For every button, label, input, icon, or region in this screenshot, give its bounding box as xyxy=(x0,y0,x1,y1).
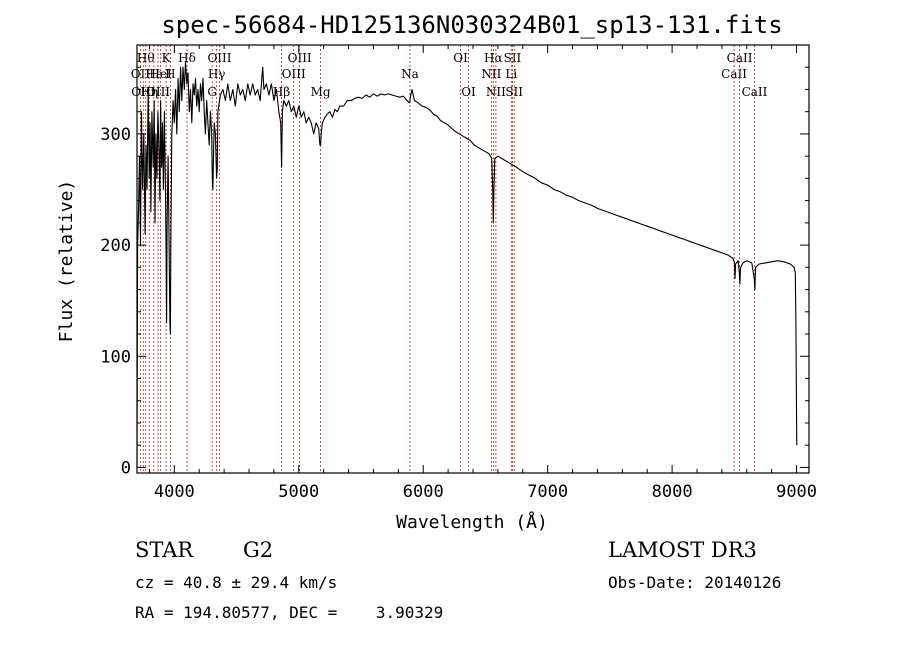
line-label: Hα xyxy=(484,51,503,65)
line-label: Hθ xyxy=(137,51,155,65)
line-label: CaII xyxy=(727,51,753,65)
x-tick-label: 8000 xyxy=(652,482,693,502)
line-label: Hδ xyxy=(178,51,196,65)
y-axis: 0 100 200 300 xyxy=(100,66,809,478)
x-axis-label: Wavelength (Å) xyxy=(396,511,548,533)
line-label: G xyxy=(207,85,217,99)
survey-name: LAMOST DR3 xyxy=(608,538,757,562)
line-label: CaII xyxy=(721,67,747,81)
line-label: K xyxy=(162,51,172,65)
spectral-subclass: G2 xyxy=(243,538,274,562)
series-group xyxy=(136,61,798,468)
plot-frame xyxy=(136,44,810,474)
x-tick-label: 9000 xyxy=(776,482,817,502)
y-tick-label: 100 xyxy=(100,347,131,367)
line-label: OIII xyxy=(207,51,231,65)
obs-date: Obs-Date: 20140126 xyxy=(608,573,782,592)
line-label: Hη xyxy=(140,85,158,99)
x-tick-label: 4000 xyxy=(154,482,195,502)
line-label: OIII xyxy=(282,67,306,81)
y-axis-label: Flux (relative) xyxy=(56,180,77,343)
y-tick-label: 0 xyxy=(121,458,131,478)
line-label: OIII xyxy=(146,85,170,99)
coordinates: RA = 194.80577, DEC = 3.90329 xyxy=(135,603,444,622)
object-type: STAR xyxy=(135,538,194,562)
chart-title: spec-56684-HD125136N030324B01_sp13-131.f… xyxy=(161,11,782,39)
line-label: SII xyxy=(505,85,523,99)
y-tick-label: 300 xyxy=(100,125,131,145)
line-label: Hγ xyxy=(208,67,226,81)
line-label: H xyxy=(165,67,175,81)
x-tick-label: 6000 xyxy=(403,482,444,502)
y-tick-label: 200 xyxy=(100,236,131,256)
line-label: Mg xyxy=(311,85,331,99)
redshift-cz: cz = 40.8 ± 29.4 km/s xyxy=(135,573,338,592)
line-label: OIII xyxy=(288,51,312,65)
line-label: NII xyxy=(481,67,501,81)
x-tick-label: 5000 xyxy=(278,482,319,502)
line-label: Na xyxy=(401,67,419,81)
line-label: SII xyxy=(504,51,522,65)
x-axis: 4000 5000 6000 7000 8000 9000 xyxy=(148,45,817,502)
line-markers: OIIOIIIHθHηHεOIIIHeIKHHδGHγOIIIHβOIIIOII… xyxy=(131,45,768,473)
line-label: OI xyxy=(461,85,476,99)
line-label: CaII xyxy=(742,85,768,99)
x-tick-label: 7000 xyxy=(527,482,568,502)
line-label: NII xyxy=(486,85,506,99)
line-label: OI xyxy=(453,51,468,65)
series-line-flux xyxy=(136,61,798,468)
line-label: Li xyxy=(505,67,517,81)
